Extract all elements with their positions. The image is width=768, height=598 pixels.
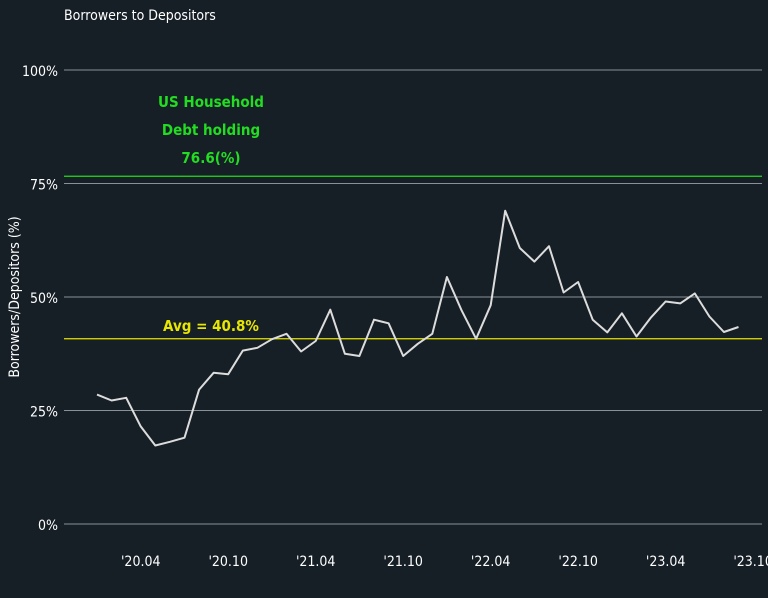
x-tick-label: '20.10 — [208, 554, 248, 570]
household-debt-label: Debt holding — [162, 121, 260, 139]
y-tick-label: 75% — [30, 178, 58, 194]
average-label: Avg = 40.8% — [163, 317, 259, 335]
gridlines — [64, 69, 762, 525]
y-tick-label: 0% — [38, 518, 58, 534]
x-tick-label: '22.04 — [471, 554, 511, 570]
y-tick-label: 50% — [30, 291, 58, 307]
y-tick-label: 25% — [30, 405, 58, 421]
x-tick-label: '23.04 — [646, 554, 686, 570]
x-tick-label: '23.10 — [733, 554, 768, 570]
series-line — [96, 209, 739, 447]
x-tick-label: '21.10 — [383, 554, 423, 570]
x-tick-labels: '20.04 '20.10 '21.04 '21.10 '22.04 '22.10 '23.… — [121, 554, 768, 570]
household-debt-label: US Household — [158, 93, 264, 111]
y-tick-label: 100% — [22, 64, 58, 80]
y-tick-labels: 0% 25% 50% 75% 100% — [22, 64, 58, 534]
x-tick-label: '20.04 — [121, 554, 161, 570]
reference-lines: US Household Debt holding 76.6(%) Avg = 40.… — [64, 93, 762, 340]
series-group — [96, 209, 739, 447]
x-tick-label: '22.10 — [558, 554, 598, 570]
y-axis-label: Borrowers/Depositors (%) — [7, 216, 23, 377]
household-debt-label: 76.6(%) — [181, 149, 240, 167]
x-tick-label: '21.04 — [296, 554, 336, 570]
chart-title: Borrowers to Depositors — [64, 8, 216, 24]
